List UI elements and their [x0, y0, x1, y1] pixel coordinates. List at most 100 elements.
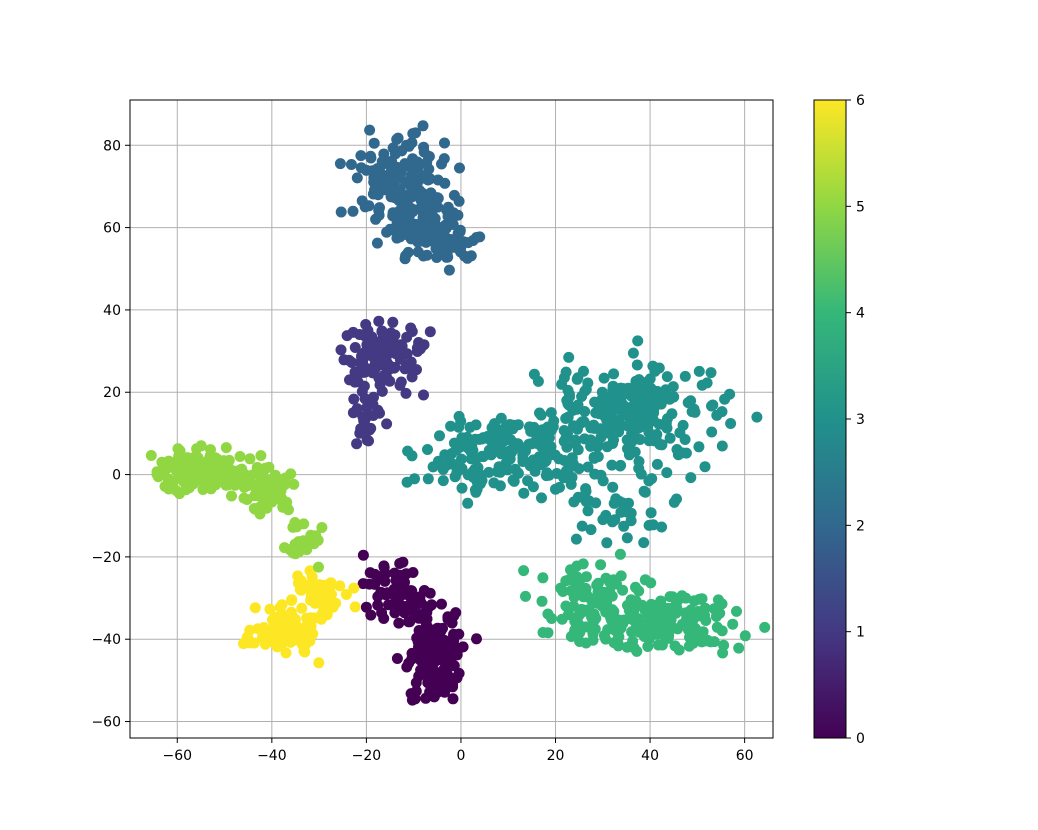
data-point: [227, 465, 239, 477]
data-point: [661, 467, 673, 479]
y-axis-tick-labels: −60 −40 −20 0 20 40 60 80: [91, 138, 121, 730]
data-point: [604, 576, 615, 588]
data-point: [632, 335, 644, 347]
data-point: [274, 601, 286, 613]
data-point: [520, 590, 531, 602]
data-point: [502, 425, 514, 437]
data-point: [570, 533, 582, 545]
data-point: [609, 514, 621, 526]
data-point: [313, 657, 325, 669]
data-point: [427, 658, 439, 670]
data-point: [509, 463, 521, 475]
x-tick-label: 40: [641, 748, 659, 764]
data-point: [652, 639, 664, 651]
data-point: [495, 412, 507, 424]
data-point: [376, 325, 388, 337]
data-point: [423, 163, 435, 175]
data-point: [558, 455, 570, 466]
data-point: [630, 375, 642, 387]
data-point: [653, 362, 665, 374]
colorbar-gradient: [813, 99, 847, 739]
data-point: [488, 477, 500, 489]
data-point: [447, 693, 459, 705]
y-tick-label: −20: [91, 550, 121, 566]
data-point: [592, 439, 604, 451]
data-point: [585, 524, 597, 536]
data-point: [159, 480, 171, 492]
data-point: [518, 565, 530, 577]
data-point: [477, 432, 489, 444]
data-point: [280, 647, 292, 659]
data-point: [462, 237, 474, 249]
colorbar-ticks: [846, 99, 851, 739]
data-point: [335, 344, 347, 356]
data-point: [672, 449, 684, 461]
data-point: [600, 633, 612, 645]
x-tick-label: −60: [163, 748, 193, 764]
data-point: [403, 603, 415, 615]
data-point: [733, 642, 745, 654]
data-point: [397, 556, 409, 568]
data-point: [639, 574, 651, 586]
y-tick-label: 80: [103, 138, 121, 154]
data-point: [635, 421, 646, 433]
data-point: [507, 443, 519, 455]
data-point: [712, 594, 724, 606]
data-point: [409, 611, 420, 623]
data-point: [454, 162, 465, 174]
data-point: [394, 353, 406, 365]
data-point: [614, 548, 626, 560]
data-point: [568, 600, 580, 612]
data-point: [452, 209, 464, 221]
data-point: [283, 504, 294, 516]
data-point: [389, 329, 401, 341]
data-point: [351, 370, 363, 382]
data-point: [548, 415, 560, 427]
data-point: [592, 597, 603, 609]
data-point: [604, 395, 616, 407]
data-point: [589, 396, 601, 408]
data-point: [413, 641, 424, 653]
data-point: [426, 599, 438, 611]
data-point: [305, 594, 317, 606]
data-point: [289, 546, 301, 558]
data-point: [334, 158, 346, 170]
y-tick-label: −60: [91, 715, 121, 731]
data-point: [307, 628, 319, 640]
data-point: [483, 466, 495, 478]
data-point: [654, 439, 666, 450]
data-point: [391, 216, 403, 228]
data-point: [688, 595, 700, 607]
data-point: [422, 667, 434, 679]
data-point: [557, 585, 569, 597]
data-point: [676, 590, 688, 602]
data-point: [198, 472, 210, 484]
data-point: [630, 386, 642, 398]
data-point: [168, 475, 179, 487]
data-point: [427, 210, 439, 222]
data-point: [536, 595, 548, 607]
data-point: [708, 603, 720, 615]
data-point: [465, 445, 476, 457]
data-point: [453, 437, 465, 449]
data-point: [532, 375, 544, 387]
data-point: [628, 642, 640, 654]
data-point: [633, 406, 645, 418]
data-point: [372, 591, 384, 603]
data-point: [400, 197, 412, 209]
data-point: [447, 219, 459, 230]
data-point: [606, 459, 618, 471]
data-point: [409, 693, 421, 705]
data-point: [413, 652, 425, 664]
data-point: [350, 405, 362, 417]
data-point: [633, 462, 645, 474]
data-point: [471, 633, 482, 645]
data-point: [321, 579, 333, 591]
data-point: [378, 560, 390, 572]
data-point: [542, 440, 554, 452]
data-point: [365, 150, 377, 162]
y-tick-label: 20: [103, 385, 121, 401]
x-tick-label: −20: [352, 748, 382, 764]
data-point: [664, 432, 676, 444]
data-point: [393, 582, 405, 593]
